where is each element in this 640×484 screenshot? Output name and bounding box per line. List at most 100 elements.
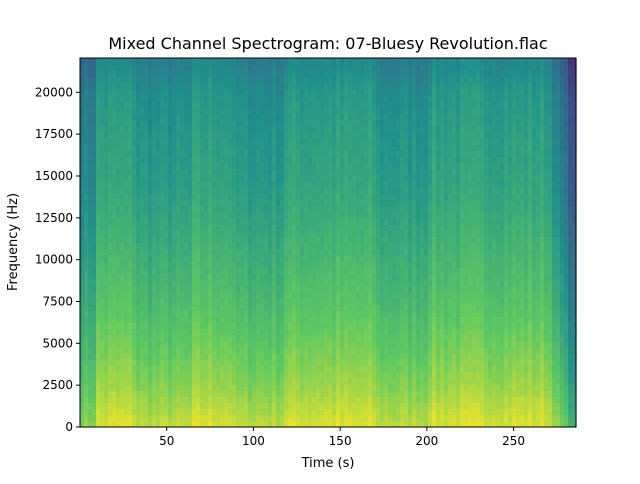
spectrogram-cell xyxy=(288,396,293,403)
spectrogram-cell xyxy=(172,390,177,397)
spectrogram-cell xyxy=(436,328,441,336)
spectrogram-cell xyxy=(484,304,489,311)
spectrogram-cell xyxy=(316,347,321,354)
spectrogram-cell xyxy=(380,353,385,360)
spectrogram-cell xyxy=(468,236,473,244)
spectrogram-cell xyxy=(408,316,413,324)
spectrogram-cell xyxy=(228,402,233,410)
spectrogram-cell xyxy=(428,193,433,201)
spectrogram-cell xyxy=(564,211,569,219)
spectrogram-cell xyxy=(180,359,185,367)
spectrogram-cell xyxy=(100,328,105,336)
spectrogram-cell xyxy=(552,273,557,280)
spectrogram-cell xyxy=(452,260,457,268)
spectrogram-cell xyxy=(368,316,373,324)
spectrogram-cell xyxy=(132,297,137,305)
spectrogram-cell xyxy=(420,248,425,256)
spectrogram-cell xyxy=(192,310,197,317)
spectrogram-cell xyxy=(324,316,329,324)
spectrogram-cell xyxy=(568,402,573,410)
spectrogram-cell xyxy=(340,291,345,299)
spectrogram-cell xyxy=(116,248,121,256)
spectrogram-cell xyxy=(420,217,425,225)
spectrogram-cell xyxy=(456,396,461,403)
spectrogram-cell xyxy=(428,217,433,225)
spectrogram-cell xyxy=(336,353,341,360)
spectrogram-cell xyxy=(364,279,369,287)
spectrogram-cell xyxy=(256,205,261,213)
spectrogram-cell xyxy=(232,267,237,274)
spectrogram-cell xyxy=(308,242,313,250)
spectrogram-cell xyxy=(132,353,137,360)
spectrogram-cell xyxy=(168,340,173,348)
spectrogram-cell xyxy=(252,402,257,410)
spectrogram-cell xyxy=(540,371,545,379)
spectrogram-cell xyxy=(476,193,481,201)
spectrogram-cell xyxy=(272,377,277,385)
spectrogram-cell xyxy=(132,205,137,213)
spectrogram-cell xyxy=(556,199,561,207)
spectrogram-cell xyxy=(184,359,189,367)
spectrogram-cell xyxy=(552,334,557,342)
spectrogram-cell xyxy=(156,285,161,293)
spectrogram-cell xyxy=(452,328,457,336)
spectrogram-cell xyxy=(224,211,229,219)
spectrogram-cell xyxy=(560,260,565,268)
spectrogram-cell xyxy=(300,371,305,379)
spectrogram-cell xyxy=(360,181,365,188)
spectrogram-cell xyxy=(472,340,477,348)
spectrogram-cell xyxy=(300,304,305,311)
spectrogram-cell xyxy=(352,217,357,225)
spectrogram-cell xyxy=(188,248,193,256)
spectrogram-cell xyxy=(356,230,361,237)
spectrogram-cell xyxy=(440,181,445,188)
spectrogram-cell xyxy=(496,365,501,373)
spectrogram-cell xyxy=(484,285,489,293)
spectrogram-cell xyxy=(368,359,373,367)
spectrogram-cell xyxy=(84,267,89,274)
spectrogram-cell xyxy=(276,420,281,428)
spectrogram-cell xyxy=(180,285,185,293)
spectrogram-cell xyxy=(464,273,469,280)
spectrogram-cell xyxy=(208,273,213,280)
spectrogram-cell xyxy=(252,304,257,311)
spectrogram-cell xyxy=(204,322,209,330)
spectrogram-cell xyxy=(256,211,261,219)
spectrogram-cell xyxy=(168,193,173,201)
spectrogram-cell xyxy=(548,365,553,373)
spectrogram-cell xyxy=(192,273,197,280)
spectrogram-cell xyxy=(496,242,501,250)
spectrogram-cell xyxy=(480,193,485,201)
spectrogram-cell xyxy=(248,236,253,244)
spectrogram-cell xyxy=(476,254,481,262)
spectrogram-cell xyxy=(176,193,181,201)
spectrogram-cell xyxy=(468,254,473,262)
spectrogram-cell xyxy=(504,310,509,317)
spectrogram-cell xyxy=(136,371,141,379)
spectrogram-cell xyxy=(400,347,405,354)
spectrogram-cell xyxy=(488,414,493,422)
spectrogram-cell xyxy=(248,340,253,348)
spectrogram-cell xyxy=(128,267,133,274)
spectrogram-cell xyxy=(120,316,125,324)
spectrogram-cell xyxy=(460,291,465,299)
spectrogram-cell xyxy=(192,230,197,237)
spectrogram-cell xyxy=(220,242,225,250)
spectrogram-cell xyxy=(320,377,325,385)
spectrogram-cell xyxy=(448,347,453,354)
spectrogram-cell xyxy=(140,260,145,268)
spectrogram-cell xyxy=(156,224,161,231)
spectrogram-cell xyxy=(376,310,381,317)
spectrogram-cell xyxy=(224,193,229,201)
spectrogram-cell xyxy=(88,420,93,428)
spectrogram-cell xyxy=(208,181,213,188)
spectrogram-cell xyxy=(444,334,449,342)
spectrogram-cell xyxy=(340,359,345,367)
spectrogram-cell xyxy=(392,297,397,305)
spectrogram-cell xyxy=(148,297,153,305)
spectrogram-cell xyxy=(164,365,169,373)
spectrogram-cell xyxy=(112,334,117,342)
spectrogram-cell xyxy=(500,224,505,231)
spectrogram-cell xyxy=(544,193,549,201)
spectrogram-cell xyxy=(268,328,273,336)
